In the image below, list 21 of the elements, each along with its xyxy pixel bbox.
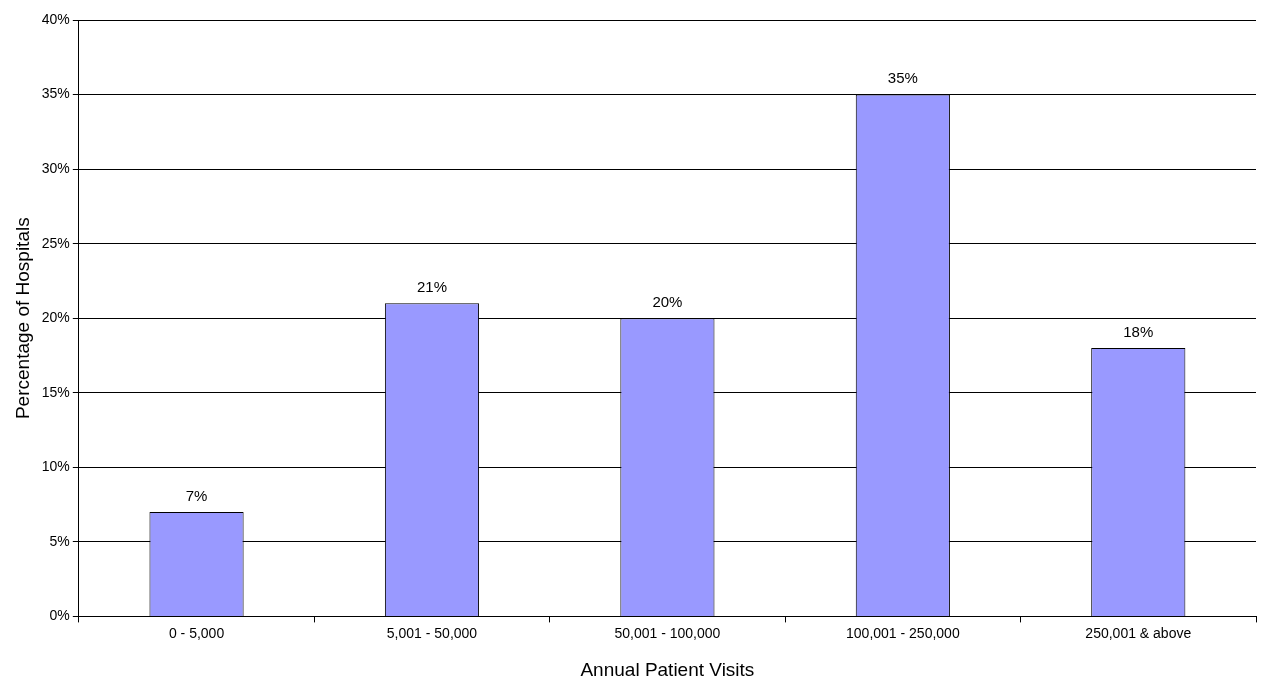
y-axis-title: Percentage of Hospitals bbox=[11, 217, 33, 420]
data-label: 7% bbox=[185, 486, 208, 504]
y-tick-label: 10% bbox=[41, 458, 70, 475]
x-tick-label: 5,001 - 50,000 bbox=[386, 624, 478, 641]
data-label: 21% bbox=[416, 277, 447, 295]
x-axis-title: Annual Patient Visits bbox=[580, 658, 755, 680]
x-tick-label: 0 - 5,000 bbox=[168, 624, 225, 641]
x-tick-label: 100,001 - 250,000 bbox=[846, 624, 960, 641]
y-tick-label: 25% bbox=[41, 234, 70, 251]
x-tick-label: 250,001 & above bbox=[1085, 624, 1192, 641]
y-tick-label: 35% bbox=[41, 85, 70, 102]
y-tick-label: 0% bbox=[49, 607, 70, 624]
y-tick-label: 15% bbox=[41, 383, 70, 400]
x-tick-label: 50,001 - 100,000 bbox=[614, 624, 721, 641]
y-tick-label: 30% bbox=[41, 159, 70, 176]
y-tick-label: 20% bbox=[41, 309, 70, 326]
data-label: 18% bbox=[1123, 322, 1154, 340]
y-tick-label: 5% bbox=[49, 532, 70, 549]
y-tick-label: 40% bbox=[41, 10, 70, 27]
data-label: 35% bbox=[887, 69, 918, 87]
data-label: 20% bbox=[652, 292, 683, 310]
